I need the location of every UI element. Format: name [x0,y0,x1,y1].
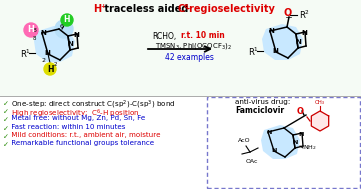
Text: RCHO,: RCHO, [152,32,176,40]
Circle shape [24,23,38,37]
Text: $\checkmark$: $\checkmark$ [2,124,9,131]
Text: $\checkmark$: $\checkmark$ [2,99,9,106]
Text: N: N [44,50,50,56]
Text: 2: 2 [53,63,57,67]
Text: N: N [73,32,79,38]
Text: NH$_2$: NH$_2$ [303,144,317,153]
Text: 8: 8 [32,36,36,40]
Bar [0,0,361,96]
Text: N: N [268,28,274,34]
Text: Famciclovir: Famciclovir [235,106,284,115]
Text: O: O [284,8,292,18]
Text: 6: 6 [60,23,64,29]
Text: TMSN$_3$, PhI(OCOCF$_3$)$_2$: TMSN$_3$, PhI(OCOCF$_3$)$_2$ [155,41,232,51]
Text: $\mathregular{R^1}$: $\mathregular{R^1}$ [21,48,31,60]
Text: H: H [27,26,34,35]
Text: N: N [301,30,307,36]
Text: 2: 2 [42,57,46,63]
Text: $\checkmark$: $\checkmark$ [2,140,9,147]
Text: CH₃: CH₃ [315,101,325,105]
Text: $\mathregular{R^1}$: $\mathregular{R^1}$ [248,46,260,58]
Circle shape [44,63,56,75]
Text: r.t. 10 min: r.t. 10 min [181,32,225,40]
Text: OAc: OAc [246,159,258,164]
Polygon shape [34,26,75,62]
Text: N: N [67,41,73,47]
Polygon shape [262,24,303,60]
Text: Mild conditions: r.t., ambient air, moisture: Mild conditions: r.t., ambient air, mois… [9,132,161,138]
Text: N: N [266,130,272,136]
Text: Fast reaction: within 10 minutes: Fast reaction: within 10 minutes [9,124,125,130]
Text: Metal free: without Mg, Zn, Pd, Sn, Fe: Metal free: without Mg, Zn, Pd, Sn, Fe [9,115,145,121]
Polygon shape [261,125,300,159]
Text: $\checkmark$: $\checkmark$ [2,115,9,122]
Text: C⁶: C⁶ [177,4,188,14]
Text: N: N [292,139,298,145]
Text: 42 examples: 42 examples [165,53,214,61]
Text: 8: 8 [33,29,37,33]
Polygon shape [311,111,329,131]
Text: H: H [47,64,53,74]
Text: traceless aided: traceless aided [101,4,192,14]
Text: N: N [272,48,278,54]
Text: One-step: direct construct C(sp$^2$)-C(sp$^3$) bond: One-step: direct construct C(sp$^2$)-C(s… [9,99,175,111]
Text: O: O [296,106,304,115]
Circle shape [61,14,73,26]
Text: $\mathregular{R^2}$: $\mathregular{R^2}$ [299,9,310,21]
Text: -regioselectivity: -regioselectivity [186,4,276,14]
Text: $\checkmark$: $\checkmark$ [2,107,9,114]
Text: N: N [271,147,277,153]
Text: $\checkmark$: $\checkmark$ [2,132,9,139]
Text: AcO: AcO [238,138,250,143]
Text: N: N [40,30,46,36]
Text: N: N [295,39,301,45]
Text: H: H [64,15,70,25]
Text: H⁺: H⁺ [93,4,106,14]
Text: High regioselectivity:  C$^6$-H position: High regioselectivity: C$^6$-H position [9,107,140,119]
Text: Remarkable functional groups tolerance: Remarkable functional groups tolerance [9,140,154,146]
FancyBboxPatch shape [207,97,360,188]
Text: N: N [298,132,304,136]
Circle shape [55,20,73,38]
Text: anti-virus drug:: anti-virus drug: [235,99,290,105]
